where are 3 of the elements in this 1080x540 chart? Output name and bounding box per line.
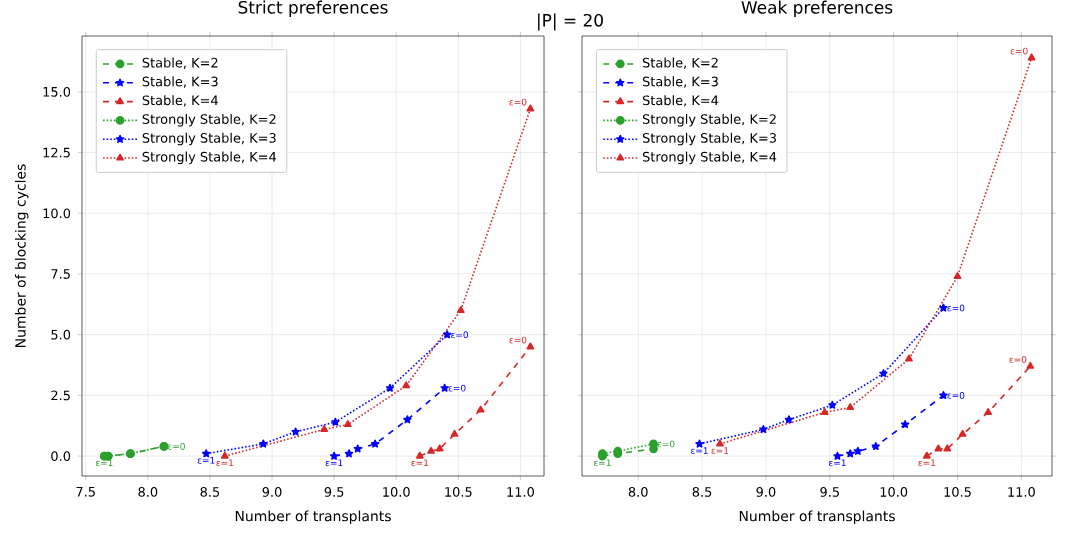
chart-title: Weak preferences [741,0,893,18]
text: |P| = 20 [538,13,603,31]
chart-title: Strict preferences [238,0,388,18]
